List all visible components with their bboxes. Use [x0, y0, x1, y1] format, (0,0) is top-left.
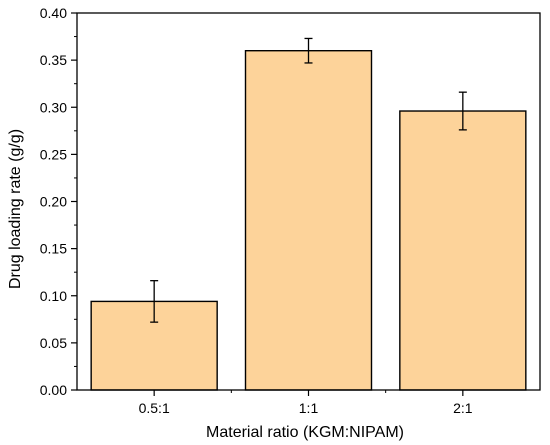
bar-1:1 — [244, 50, 373, 391]
y-tick-label: 0.00 — [40, 382, 67, 398]
x-tick-label: 2:1 — [453, 400, 473, 416]
error-bar-2:1 — [458, 91, 467, 131]
x-tick-label: 0.5:1 — [139, 400, 170, 416]
y-axis-title: Drug loading rate (g/g) — [7, 129, 24, 289]
x-axis-title: Material ratio (KGM:NIPAM) — [206, 424, 404, 441]
y-tick-label: 0.25 — [40, 146, 67, 162]
y-tick-label: 0.35 — [40, 52, 67, 68]
y-tick-label: 0.30 — [40, 99, 67, 115]
y-tick-label: 0.05 — [40, 335, 67, 351]
y-tick-label: 0.40 — [40, 5, 67, 21]
bar-2:1 — [399, 110, 527, 391]
axes-layer: 0.00 0.05 0.10 0.15 0.20 0.25 0.30 0.35 0.40 0.5:… — [40, 5, 541, 416]
bars-layer — [90, 50, 527, 391]
y-tick-label: 0.15 — [40, 241, 67, 257]
error-bar-0.5:1 — [150, 280, 159, 323]
x-tick-label: 1:1 — [299, 400, 319, 416]
error-bar-1:1 — [304, 37, 313, 64]
y-tick-label: 0.10 — [40, 288, 67, 304]
error-bars-layer — [150, 37, 467, 323]
y-tick-label: 0.20 — [40, 194, 67, 210]
